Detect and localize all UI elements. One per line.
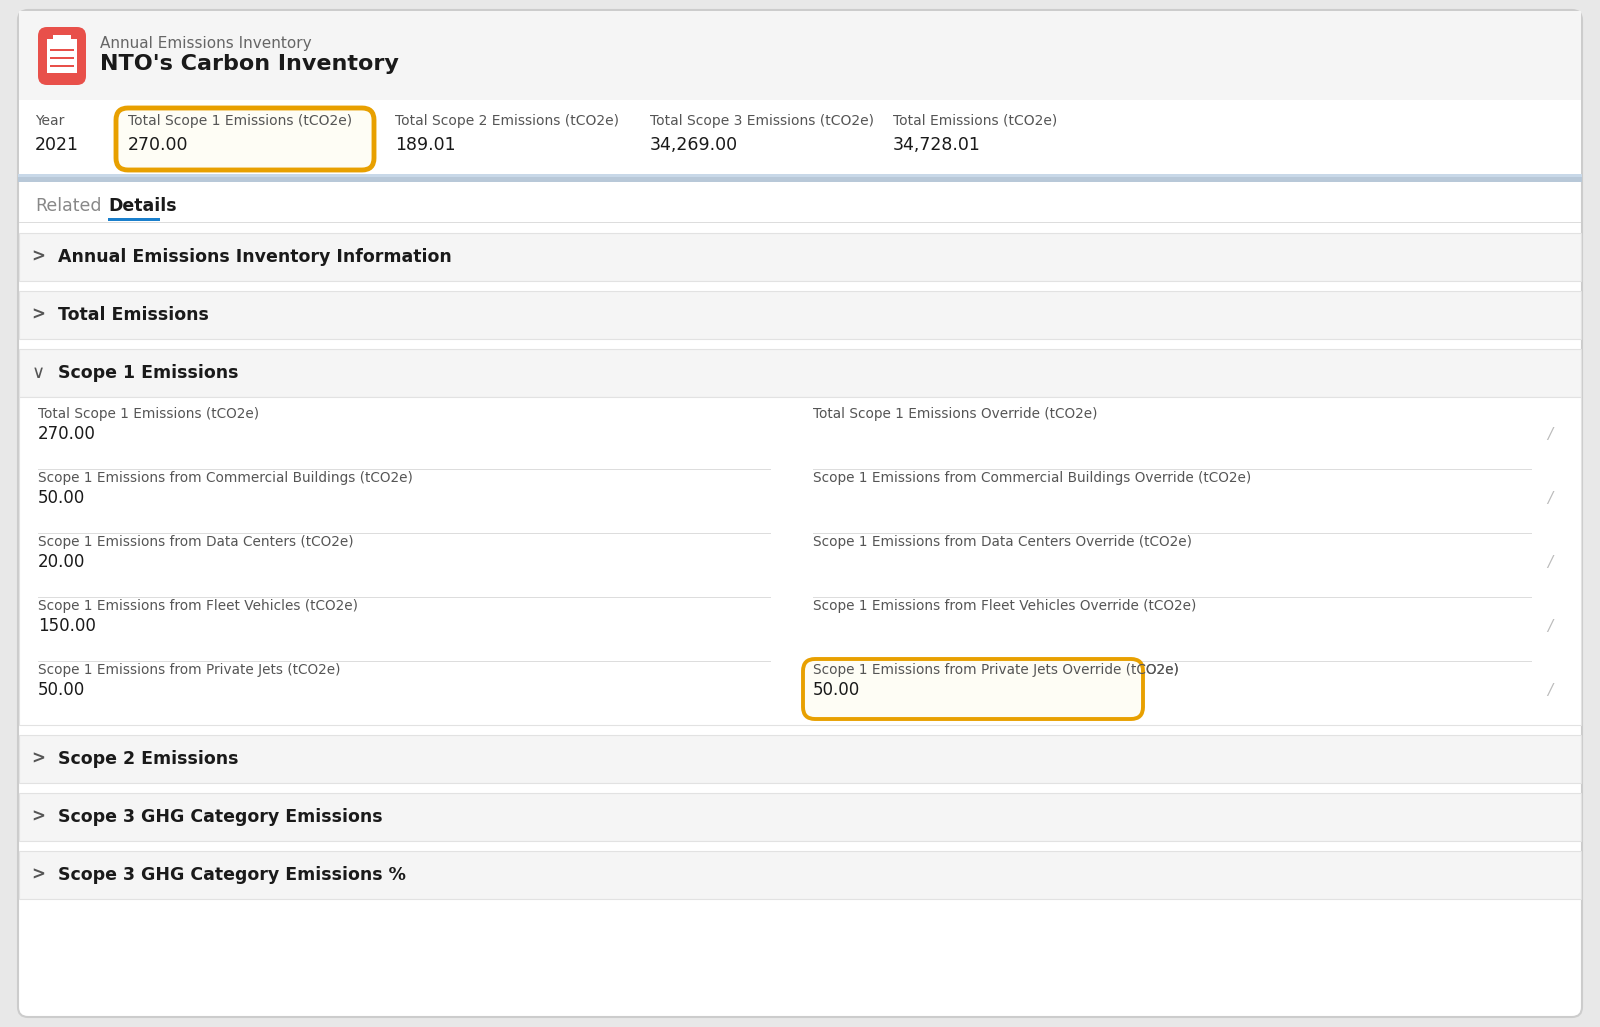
- Text: Total Emissions: Total Emissions: [58, 306, 210, 324]
- Text: Annual Emissions Inventory Information: Annual Emissions Inventory Information: [58, 248, 451, 266]
- Text: Total Scope 1 Emissions (tCO2e): Total Scope 1 Emissions (tCO2e): [38, 407, 259, 421]
- Text: Scope 1 Emissions from Data Centers Override (tCO2e): Scope 1 Emissions from Data Centers Over…: [813, 535, 1192, 549]
- Bar: [19, 793, 1581, 841]
- Text: Total Scope 3 Emissions (tCO2e): Total Scope 3 Emissions (tCO2e): [650, 114, 874, 128]
- Text: Scope 1 Emissions from Data Centers (tCO2e): Scope 1 Emissions from Data Centers (tCO…: [38, 535, 354, 549]
- Text: Total Emissions (tCO2e): Total Emissions (tCO2e): [893, 114, 1058, 128]
- Text: Scope 3 GHG Category Emissions: Scope 3 GHG Category Emissions: [58, 808, 382, 826]
- Text: 20.00: 20.00: [38, 553, 85, 571]
- Bar: [53, 35, 70, 45]
- Text: Scope 2 Emissions: Scope 2 Emissions: [58, 750, 238, 768]
- Text: /: /: [1547, 427, 1552, 442]
- Bar: [19, 735, 1581, 783]
- FancyBboxPatch shape: [803, 659, 1142, 719]
- Text: Related: Related: [35, 197, 101, 215]
- Text: /: /: [1547, 619, 1552, 634]
- Text: 2021: 2021: [35, 136, 78, 154]
- Text: Scope 1 Emissions from Fleet Vehicles (tCO2e): Scope 1 Emissions from Fleet Vehicles (t…: [38, 599, 358, 613]
- Text: /: /: [1547, 491, 1552, 506]
- Text: 50.00: 50.00: [813, 681, 861, 699]
- Text: Total Scope 1 Emissions Override (tCO2e): Total Scope 1 Emissions Override (tCO2e): [813, 407, 1098, 421]
- Text: 189.01: 189.01: [395, 136, 456, 154]
- Text: Year: Year: [35, 114, 64, 128]
- Bar: [50, 65, 74, 67]
- Text: >: >: [30, 750, 45, 768]
- Text: Total Scope 1 Emissions (tCO2e): Total Scope 1 Emissions (tCO2e): [128, 114, 352, 128]
- Bar: [50, 49, 74, 51]
- Text: Scope 3 GHG Category Emissions %: Scope 3 GHG Category Emissions %: [58, 866, 406, 884]
- Text: Scope 1 Emissions from Private Jets (tCO2e): Scope 1 Emissions from Private Jets (tCO…: [38, 663, 341, 677]
- Text: >: >: [30, 866, 45, 884]
- Text: >: >: [30, 248, 45, 266]
- Text: Annual Emissions Inventory: Annual Emissions Inventory: [99, 36, 312, 51]
- Text: 270.00: 270.00: [38, 425, 96, 443]
- Bar: [19, 11, 1581, 101]
- Bar: [19, 100, 1581, 182]
- Bar: [50, 58, 74, 59]
- Text: Scope 1 Emissions from Private Jets Override (tCO2e): Scope 1 Emissions from Private Jets Over…: [813, 663, 1179, 677]
- Bar: [18, 177, 1582, 182]
- Text: 150.00: 150.00: [38, 617, 96, 635]
- Bar: [19, 233, 1581, 281]
- Bar: [19, 291, 1581, 339]
- Text: 50.00: 50.00: [813, 681, 861, 699]
- Text: Scope 1 Emissions from Commercial Buildings (tCO2e): Scope 1 Emissions from Commercial Buildi…: [38, 471, 413, 485]
- Text: >: >: [30, 808, 45, 826]
- Text: 34,269.00: 34,269.00: [650, 136, 738, 154]
- Text: 270.00: 270.00: [128, 136, 189, 154]
- Bar: [19, 397, 1581, 725]
- Text: 34,728.01: 34,728.01: [893, 136, 981, 154]
- Bar: [46, 39, 77, 73]
- Text: NTO's Carbon Inventory: NTO's Carbon Inventory: [99, 54, 398, 74]
- Bar: [19, 851, 1581, 899]
- Text: Scope 1 Emissions from Private Jets Override (tCO2e): Scope 1 Emissions from Private Jets Over…: [813, 663, 1179, 677]
- Text: >: >: [30, 306, 45, 324]
- Text: Scope 1 Emissions from Commercial Buildings Override (tCO2e): Scope 1 Emissions from Commercial Buildi…: [813, 471, 1251, 485]
- FancyBboxPatch shape: [38, 27, 86, 85]
- Text: 50.00: 50.00: [38, 681, 85, 699]
- Text: Details: Details: [109, 197, 176, 215]
- Text: 50.00: 50.00: [38, 489, 85, 507]
- Text: Scope 1 Emissions: Scope 1 Emissions: [58, 364, 238, 382]
- Bar: [19, 349, 1581, 397]
- Text: ∨: ∨: [32, 364, 45, 382]
- Bar: [18, 174, 1582, 177]
- Bar: [109, 218, 160, 221]
- FancyBboxPatch shape: [18, 10, 1582, 1017]
- Text: /: /: [1547, 683, 1552, 698]
- FancyBboxPatch shape: [115, 108, 374, 170]
- Text: Total Scope 2 Emissions (tCO2e): Total Scope 2 Emissions (tCO2e): [395, 114, 619, 128]
- Text: /: /: [1547, 555, 1552, 570]
- Text: Scope 1 Emissions from Fleet Vehicles Override (tCO2e): Scope 1 Emissions from Fleet Vehicles Ov…: [813, 599, 1197, 613]
